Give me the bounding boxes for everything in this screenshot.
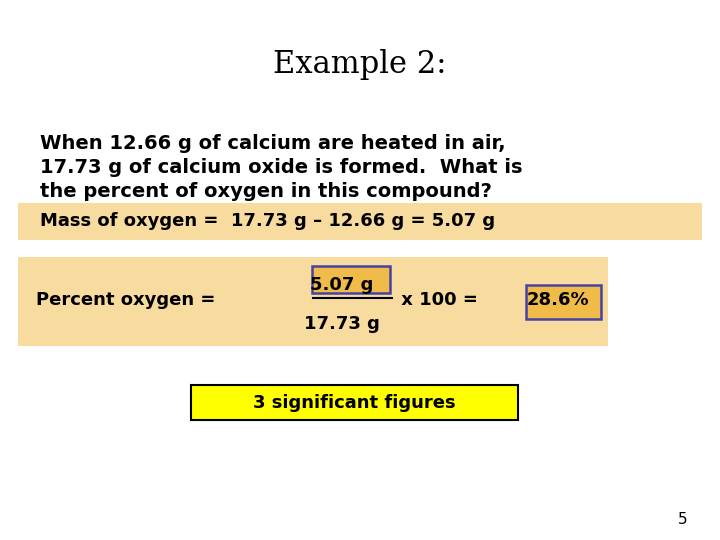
Text: x 100 =: x 100 = [395,291,484,309]
Text: Example 2:: Example 2: [274,49,446,80]
FancyBboxPatch shape [18,203,702,240]
FancyBboxPatch shape [18,256,608,346]
Text: 5: 5 [678,511,688,526]
FancyBboxPatch shape [191,385,518,420]
Text: Percent oxygen =: Percent oxygen = [36,291,222,309]
Text: 5.07 g: 5.07 g [310,276,374,294]
Text: Mass of oxygen =  17.73 g – 12.66 g = 5.07 g: Mass of oxygen = 17.73 g – 12.66 g = 5.0… [40,212,495,231]
Text: When 12.66 g of calcium are heated in air,: When 12.66 g of calcium are heated in ai… [40,133,505,153]
Text: 3 significant figures: 3 significant figures [253,394,456,411]
Text: 17.73 g of calcium oxide is formed.  What is: 17.73 g of calcium oxide is formed. What… [40,158,522,177]
Text: the percent of oxygen in this compound?: the percent of oxygen in this compound? [40,182,492,201]
Text: 28.6%: 28.6% [527,291,589,309]
FancyBboxPatch shape [526,285,601,319]
FancyBboxPatch shape [312,266,390,293]
Text: 17.73 g: 17.73 g [304,315,380,333]
